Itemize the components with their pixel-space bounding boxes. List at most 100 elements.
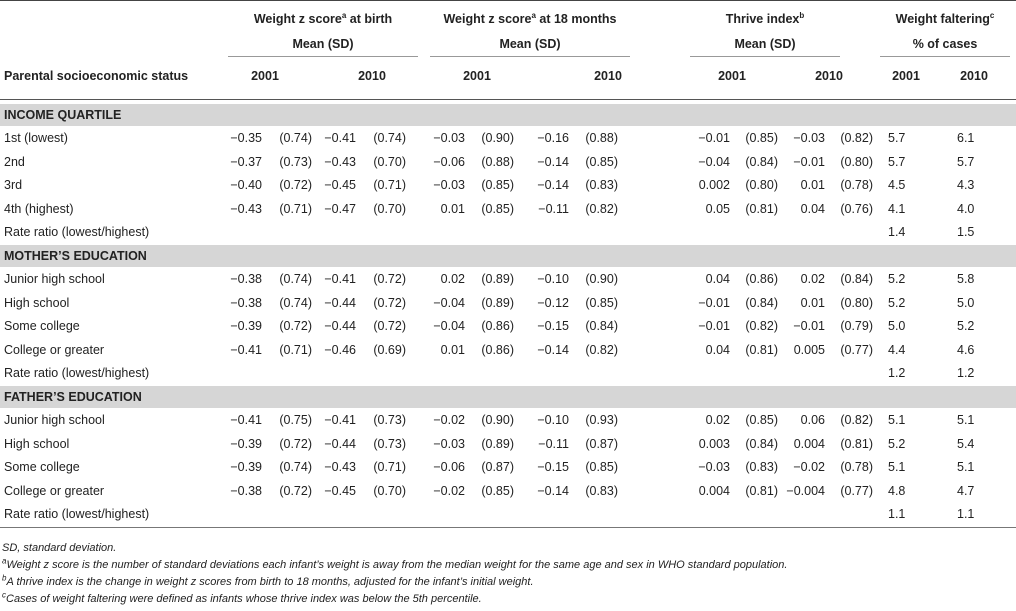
- cell-b10: −0.41: [324, 413, 356, 427]
- header-row-label: Parental socioeconomic status: [4, 69, 189, 83]
- cell-t01sd: (0.81): [745, 342, 778, 357]
- cell-m10sd: (0.90): [585, 272, 618, 286]
- cell-t10sd: (0.79): [840, 319, 873, 333]
- cell-m10: −0.14: [537, 342, 569, 357]
- cell-m01sd: (0.90): [481, 413, 514, 427]
- row-label: 2nd: [4, 154, 25, 169]
- cell-t01: −0.01: [698, 295, 730, 310]
- cell-b10sd: (0.69): [373, 342, 406, 357]
- table-row: Some college −0.39 (0.72) −0.44 (0.72) −0.04 (…: [0, 314, 1016, 338]
- section-band: FATHER’S EDUCATION: [0, 386, 1016, 408]
- row-label: 3rd: [4, 178, 23, 192]
- cell-b10: −0.45: [324, 178, 356, 192]
- cell-t10sd: (0.80): [840, 295, 873, 310]
- cell-f01: 1.2: [888, 366, 906, 380]
- header-bottom-rule: [0, 99, 1016, 100]
- cell-b10sd: (0.70): [373, 201, 406, 216]
- cell-b10: −0.44: [324, 319, 356, 333]
- cell-t01sd: (0.83): [745, 460, 778, 474]
- cell-t01: 0.003: [698, 436, 730, 451]
- section-band: MOTHER’S EDUCATION: [0, 245, 1016, 267]
- table-row: Rate ratio (lowest/highest) 1.4 1.5: [0, 220, 1016, 244]
- row-label: Some college: [4, 460, 80, 474]
- cell-f10: 6.1: [957, 131, 975, 145]
- cell-m10: −0.12: [537, 295, 569, 310]
- cell-m10: −0.11: [538, 436, 569, 451]
- cell-m01: 0.01: [440, 201, 465, 216]
- cell-t10: −0.01: [793, 154, 825, 169]
- cell-m10sd: (0.87): [585, 436, 618, 451]
- cell-b01sd: (0.74): [279, 131, 312, 145]
- footnote-c: cCases of weight faltering were defined …: [2, 590, 482, 605]
- row-label: College or greater: [4, 483, 105, 498]
- header-faltering-pct: % of cases: [912, 37, 978, 51]
- cell-f10: 1.1: [957, 507, 975, 521]
- table-row: College or greater −0.38 (0.72) −0.45 (0.70)…: [0, 479, 1016, 503]
- cell-f10: 5.4: [957, 436, 975, 451]
- footnote-sd: SD, standard deviation.: [2, 542, 117, 554]
- year-2001-18m: 2001: [463, 69, 491, 83]
- row-label: High school: [4, 295, 70, 310]
- cell-f01: 5.2: [888, 436, 906, 451]
- cell-f01: 4.8: [888, 483, 906, 498]
- cell-t01: 0.02: [705, 413, 730, 427]
- cell-b10: −0.46: [324, 342, 356, 357]
- cell-t01sd: (0.86): [745, 272, 778, 286]
- cell-f01: 5.7: [888, 131, 906, 145]
- cell-b01: −0.39: [230, 436, 262, 451]
- cell-b10: −0.44: [324, 295, 356, 310]
- cell-f10: 4.3: [957, 178, 975, 192]
- cell-m01sd: (0.88): [481, 154, 514, 169]
- cell-b01sd: (0.72): [279, 319, 312, 333]
- cell-m10sd: (0.93): [585, 413, 618, 427]
- cell-t10sd: (0.82): [840, 413, 873, 427]
- table-row: 1st (lowest) −0.35 (0.74) −0.41 (0.74) −0.03 (…: [0, 126, 1016, 150]
- section-title: INCOME QUARTILE: [4, 108, 122, 122]
- table-row: High school −0.38 (0.74) −0.44 (0.72) −0.04 (0…: [0, 291, 1016, 315]
- year-2010-birth: 2010: [358, 69, 386, 83]
- cell-f10: 4.6: [957, 342, 975, 357]
- cell-m01: −0.04: [433, 295, 465, 310]
- cell-b01sd: (0.74): [279, 272, 312, 286]
- cell-t10sd: (0.81): [840, 436, 873, 451]
- cell-f10: 5.0: [957, 295, 975, 310]
- cell-m01sd: (0.87): [481, 460, 514, 474]
- cell-m01sd: (0.85): [481, 201, 514, 216]
- cell-b01: −0.39: [230, 460, 262, 474]
- cell-b10: −0.47: [324, 201, 356, 216]
- cell-b01: −0.39: [230, 319, 262, 333]
- row-label: 1st (lowest): [4, 131, 68, 145]
- cell-f01: 5.1: [888, 460, 906, 474]
- cell-t10: −0.004: [786, 483, 825, 498]
- cell-f10: 4.7: [957, 483, 975, 498]
- cell-b01: −0.38: [230, 483, 262, 498]
- cell-t10: 0.004: [793, 436, 825, 451]
- cell-b10sd: (0.70): [373, 154, 406, 169]
- cell-t01sd: (0.81): [745, 201, 778, 216]
- section-band: INCOME QUARTILE: [0, 104, 1016, 126]
- row-label: 4th (highest): [4, 201, 74, 216]
- cell-b10: −0.45: [324, 483, 356, 498]
- row-label: High school: [4, 436, 70, 451]
- cell-t01: 0.004: [698, 483, 730, 498]
- cell-b10: −0.41: [324, 131, 356, 145]
- cell-m10: −0.11: [538, 201, 569, 216]
- table-row: Rate ratio (lowest/highest) 1.1 1.1: [0, 502, 1016, 526]
- section-title: MOTHER’S EDUCATION: [4, 249, 147, 263]
- cell-b10sd: (0.72): [373, 295, 406, 310]
- cell-m01sd: (0.90): [481, 131, 514, 145]
- cell-m10sd: (0.82): [585, 201, 618, 216]
- cell-t10: 0.02: [800, 272, 825, 286]
- cell-m01: −0.03: [433, 436, 465, 451]
- cell-t01: 0.04: [705, 272, 730, 286]
- cell-f01: 1.1: [888, 507, 906, 521]
- cell-f01: 5.2: [888, 295, 906, 310]
- cell-f10: 4.0: [957, 201, 975, 216]
- cell-t01sd: (0.80): [745, 178, 778, 192]
- cell-b01: −0.37: [230, 154, 262, 169]
- cell-m10sd: (0.85): [585, 154, 618, 169]
- year-2001-thrive: 2001: [718, 69, 746, 83]
- cell-f10: 1.5: [957, 225, 975, 239]
- cell-b01: −0.41: [230, 413, 262, 427]
- cell-f01: 1.4: [888, 225, 906, 239]
